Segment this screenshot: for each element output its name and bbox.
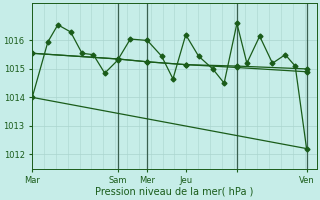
X-axis label: Pression niveau de la mer( hPa ): Pression niveau de la mer( hPa ) [95,187,253,197]
